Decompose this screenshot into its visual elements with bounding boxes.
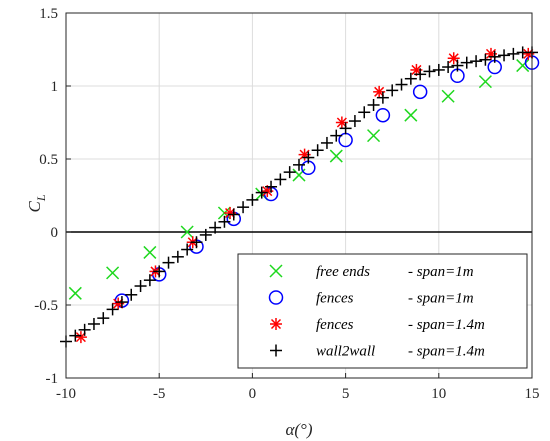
data-point: [171, 250, 184, 263]
data-point: [218, 215, 231, 228]
data-point: [283, 166, 296, 179]
data-point: [320, 136, 333, 149]
data-point: [386, 84, 399, 97]
data-point: [97, 312, 110, 325]
y-tick-label: 1: [51, 79, 59, 95]
legend-series-name: fences: [316, 291, 354, 307]
data-point: [330, 129, 343, 142]
data-point: [227, 208, 240, 221]
y-axis-label-main: C: [25, 201, 44, 213]
data-point: [479, 53, 492, 66]
data-point: [441, 89, 455, 103]
data-point: [442, 61, 455, 74]
y-tick-label: 0.5: [39, 152, 58, 168]
data-point: [180, 225, 194, 239]
x-axis-label: α(°): [285, 420, 312, 439]
data-point: [367, 129, 381, 143]
legend-marker: [268, 290, 284, 305]
data-point: [143, 274, 156, 287]
x-tick-label: 10: [431, 386, 446, 402]
data-point: [376, 91, 389, 104]
data-point: [153, 265, 166, 278]
data-point: [423, 65, 436, 78]
x-tick-label: 5: [342, 386, 350, 402]
data-point: [181, 243, 194, 256]
legend-marker: [270, 318, 282, 330]
legend: free ends - span=1m fences - span=1m fences -…: [237, 253, 528, 369]
y-tick-label: 0: [51, 225, 59, 241]
data-point: [498, 49, 511, 62]
data-point: [367, 98, 380, 111]
series-2: [74, 47, 535, 344]
legend-box: [237, 253, 528, 369]
y-axis-label-sub: L: [34, 194, 48, 202]
data-point: [460, 56, 473, 69]
legend-series-span: - span=1.4m: [408, 344, 485, 360]
data-point: [190, 236, 203, 249]
series-3: [60, 46, 538, 348]
data-point: [348, 115, 361, 128]
data-point: [115, 296, 128, 309]
data-point: [302, 151, 315, 164]
data-point: [470, 55, 483, 68]
y-axis-label: CL: [25, 194, 48, 212]
data-point: [199, 228, 212, 241]
data-point: [414, 68, 427, 81]
data-point: [237, 201, 250, 214]
data-point: [134, 280, 147, 293]
data-point: [246, 193, 259, 206]
data-point: [87, 317, 100, 330]
tick-labels: -10 -5 0 5 10 15 -1 -0.5 0 0.5 1 1.5: [34, 6, 539, 402]
data-point: [507, 47, 520, 60]
data-point: [488, 50, 501, 63]
data-point: [451, 59, 464, 72]
legend-marker: [269, 264, 283, 278]
data-point: [516, 59, 530, 73]
data-point: [293, 158, 305, 171]
data-point: [125, 288, 138, 301]
plot-frame: [65, 12, 533, 379]
y-tick-label: -0.5: [34, 298, 58, 314]
data-point: [412, 84, 428, 100]
x-tick-label: 15: [525, 386, 540, 402]
data-point: [106, 266, 120, 280]
legend-series-name: free ends: [316, 264, 370, 280]
data-point: [265, 180, 278, 193]
data-point: [209, 221, 222, 234]
x-tick-label: -5: [153, 386, 166, 402]
legend-series-name: fences: [316, 317, 354, 333]
data-point: [375, 107, 391, 123]
legend-series-span: - span=1m: [408, 291, 474, 307]
y-tick-label: -1: [46, 371, 59, 387]
data-point: [69, 329, 82, 342]
legend-marker: [270, 344, 282, 357]
data-point: [311, 144, 324, 157]
x-tick-label: 0: [249, 386, 257, 402]
data-point: [143, 245, 157, 259]
data-point: [432, 63, 445, 76]
data-point: [78, 323, 91, 336]
legend-series-name: wall2wall: [316, 344, 375, 360]
data-point: [478, 75, 492, 89]
data-point: [404, 108, 418, 122]
data-point: [358, 106, 371, 119]
x-tick-label: -10: [56, 386, 76, 402]
data-point: [68, 286, 82, 300]
data-point: [162, 256, 175, 269]
data-point: [255, 186, 268, 199]
data-point: [106, 303, 119, 316]
data-point: [329, 149, 343, 163]
data-point: [404, 72, 417, 85]
legend-series-span: - span=1.4m: [408, 317, 485, 333]
data-marks: [60, 46, 540, 348]
legend-series-span: - span=1m: [408, 264, 474, 280]
y-tick-label: 1.5: [39, 6, 58, 22]
data-point: [339, 122, 352, 135]
data-point: [395, 78, 408, 91]
data-point: [274, 173, 287, 186]
